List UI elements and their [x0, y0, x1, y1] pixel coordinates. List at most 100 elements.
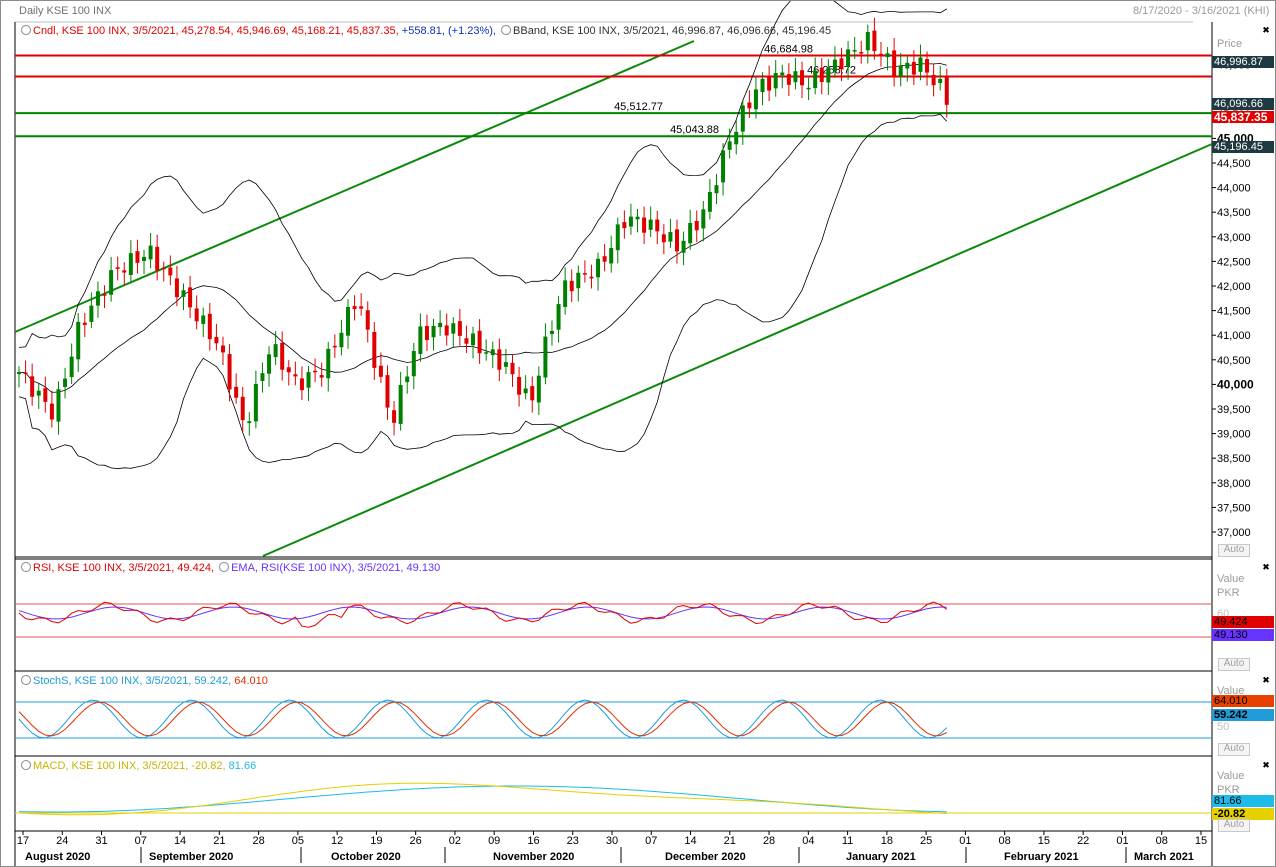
price-auto-scale-button[interactable]: Auto — [1218, 544, 1250, 557]
candle-body[interactable] — [938, 78, 943, 84]
legend-toggle-icon[interactable] — [219, 562, 230, 572]
candle-body[interactable] — [339, 332, 344, 348]
candle-body[interactable] — [576, 272, 581, 289]
candle-body[interactable] — [675, 229, 679, 252]
candle-body[interactable] — [444, 325, 449, 336]
candle-body[interactable] — [536, 375, 541, 403]
candle-body[interactable] — [155, 246, 160, 271]
candle-body[interactable] — [780, 72, 785, 76]
candle-body[interactable] — [148, 245, 153, 260]
candle-body[interactable] — [326, 348, 331, 379]
stoch-auto-scale-button[interactable]: Auto — [1218, 743, 1250, 756]
candle-body[interactable] — [161, 267, 166, 270]
candle-body[interactable] — [418, 326, 423, 354]
rsi-auto-scale-button[interactable]: Auto — [1218, 658, 1250, 671]
candle-body[interactable] — [582, 273, 587, 275]
candle-body[interactable] — [767, 77, 772, 91]
candle-body[interactable] — [707, 191, 712, 212]
candle-body[interactable] — [878, 53, 883, 57]
candle-body[interactable] — [925, 59, 930, 73]
candle-body[interactable] — [846, 49, 851, 67]
candle-body[interactable] — [589, 276, 594, 279]
candle-body[interactable] — [615, 224, 620, 251]
legend-toggle-icon[interactable] — [21, 760, 31, 770]
candle-body[interactable] — [681, 240, 686, 253]
candle-body[interactable] — [740, 105, 745, 132]
candle-body[interactable] — [813, 70, 818, 89]
candle-body[interactable] — [865, 31, 870, 51]
candle-body[interactable] — [859, 52, 864, 54]
candle-body[interactable] — [793, 71, 798, 83]
candle-body[interactable] — [273, 344, 278, 358]
candle-body[interactable] — [201, 315, 206, 324]
candle-body[interactable] — [753, 89, 758, 110]
candle-body[interactable] — [365, 310, 370, 330]
candle-body[interactable] — [102, 294, 107, 296]
candle-body[interactable] — [23, 372, 28, 374]
candle-body[interactable] — [642, 217, 647, 233]
candle-body[interactable] — [786, 74, 791, 85]
candle-body[interactable] — [115, 267, 120, 269]
candle-body[interactable] — [220, 345, 225, 353]
candle-body[interactable] — [438, 322, 443, 328]
candle-body[interactable] — [227, 354, 232, 390]
candle-body[interactable] — [280, 342, 285, 370]
candle-body[interactable] — [385, 375, 390, 408]
candle-body[interactable] — [609, 248, 614, 264]
candle-body[interactable] — [549, 330, 554, 335]
candle-body[interactable] — [313, 370, 318, 373]
candle-body[interactable] — [826, 68, 831, 83]
candle-body[interactable] — [694, 220, 699, 231]
candle-body[interactable] — [885, 53, 890, 58]
candle-body[interactable] — [898, 65, 903, 78]
candle-body[interactable] — [352, 306, 357, 310]
candle-body[interactable] — [82, 322, 87, 325]
candle-body[interactable] — [911, 61, 916, 75]
candle-body[interactable] — [306, 372, 311, 388]
candle-body[interactable] — [36, 390, 41, 396]
candle-body[interactable] — [128, 253, 133, 275]
candle-body[interactable] — [332, 345, 337, 348]
candle-body[interactable] — [464, 338, 469, 344]
candle-body[interactable] — [484, 352, 489, 354]
candle-body[interactable] — [359, 306, 364, 309]
candle-body[interactable] — [688, 222, 693, 244]
candle-body[interactable] — [747, 102, 752, 109]
candle-body[interactable] — [721, 150, 726, 183]
candle-body[interactable] — [372, 331, 377, 368]
candle-body[interactable] — [431, 325, 436, 338]
candle-body[interactable] — [543, 336, 548, 378]
candle-body[interactable] — [852, 50, 857, 52]
candle-body[interactable] — [806, 87, 811, 90]
close-panel-icon[interactable]: ✖ — [1262, 675, 1270, 685]
candle-body[interactable] — [457, 321, 462, 336]
candle-body[interactable] — [63, 378, 68, 387]
candle-body[interactable] — [247, 421, 252, 424]
candle-body[interactable] — [918, 57, 923, 72]
candle-body[interactable] — [773, 72, 778, 89]
candle-body[interactable] — [240, 396, 245, 421]
candle-body[interactable] — [405, 376, 410, 383]
candle-body[interactable] — [477, 330, 482, 354]
candle-body[interactable] — [267, 354, 272, 374]
candle-body[interactable] — [142, 256, 147, 261]
candle-body[interactable] — [628, 216, 633, 227]
candle-body[interactable] — [392, 410, 397, 423]
legend-toggle-icon[interactable] — [501, 25, 512, 35]
candle-body[interactable] — [872, 30, 877, 52]
candle-body[interactable] — [727, 141, 732, 150]
candle-body[interactable] — [260, 373, 265, 381]
candle-body[interactable] — [253, 383, 258, 422]
candle-body[interactable] — [43, 388, 48, 402]
candle-body[interactable] — [424, 326, 429, 341]
candle-body[interactable] — [398, 385, 403, 424]
candle-body[interactable] — [299, 378, 304, 391]
candle-body[interactable] — [168, 267, 173, 276]
candle-body[interactable] — [905, 62, 910, 69]
candle-body[interactable] — [471, 333, 476, 346]
close-panel-icon[interactable]: ✖ — [1262, 562, 1270, 572]
candle-body[interactable] — [188, 287, 193, 308]
candle-body[interactable] — [378, 365, 383, 377]
candle-body[interactable] — [819, 67, 824, 82]
legend-toggle-icon[interactable] — [21, 562, 31, 572]
